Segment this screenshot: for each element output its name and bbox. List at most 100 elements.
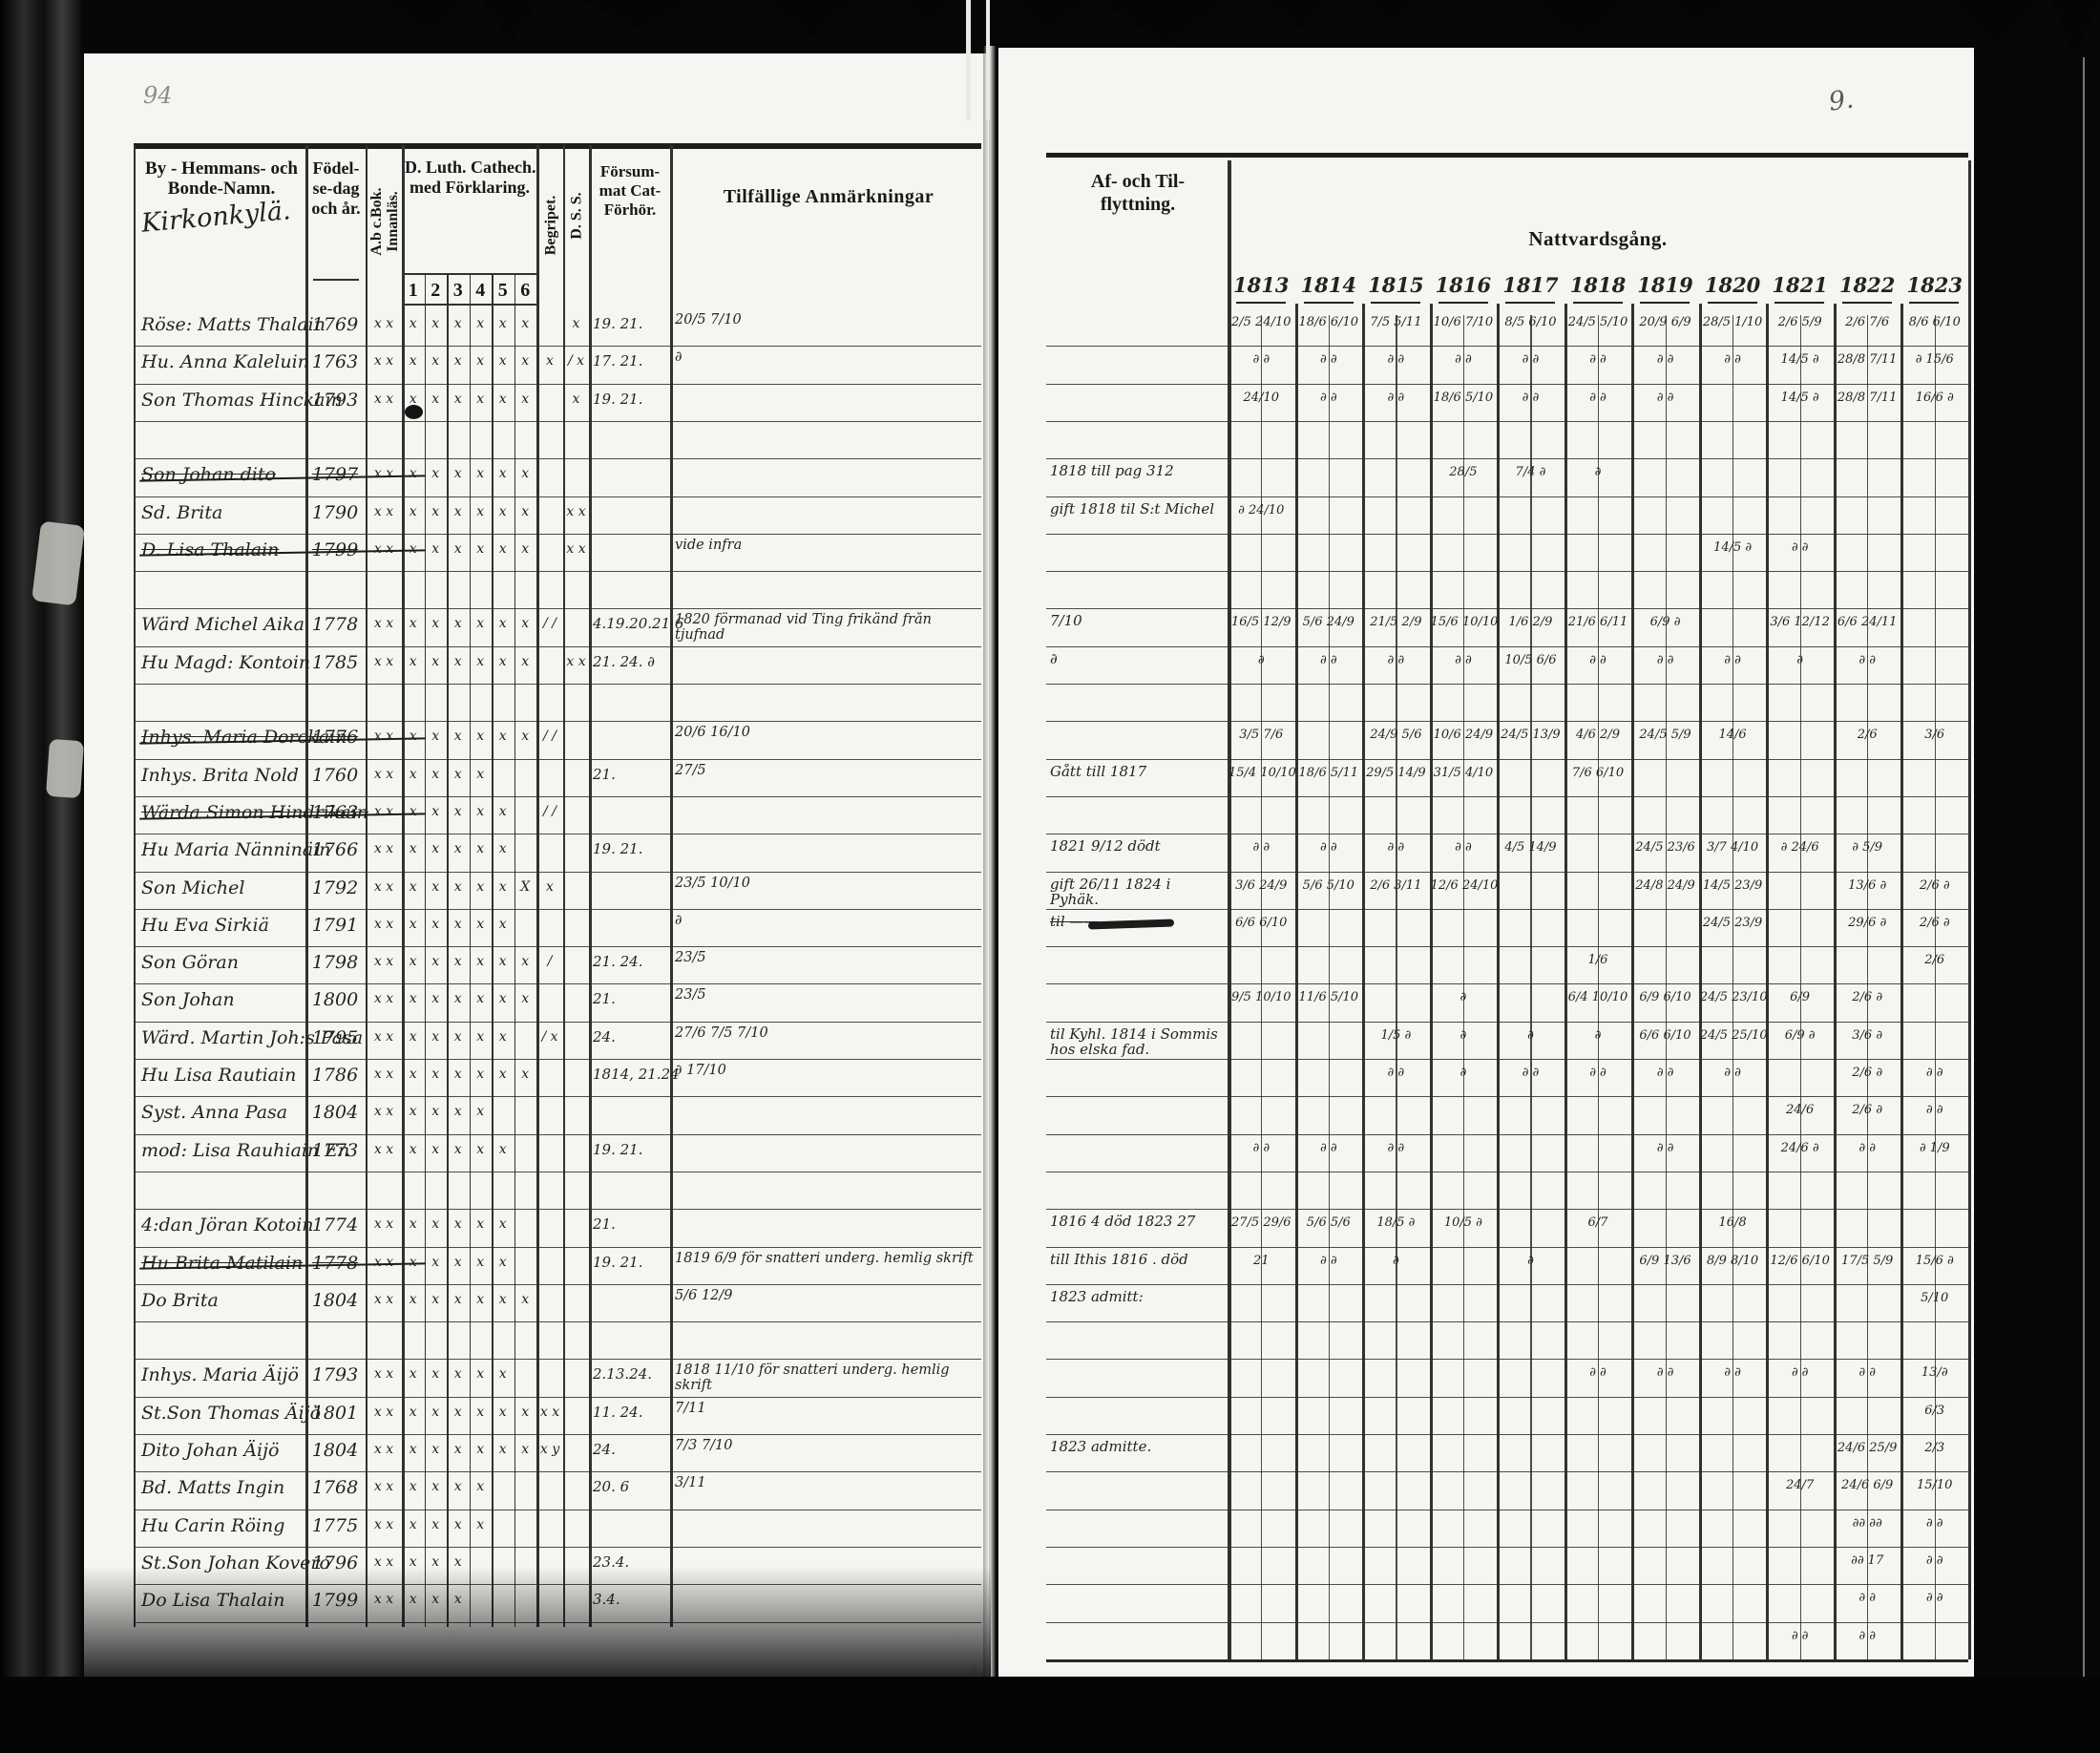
- remark-note: 1820 förmanad vid Ting frikänd från tjuf…: [675, 612, 932, 644]
- begripet-mark: / x: [541, 1028, 558, 1045]
- catechism-mark: x: [409, 1104, 417, 1120]
- torn-edge-piece: [1012, 0, 1088, 32]
- reading-marks: x x: [373, 954, 394, 970]
- reading-marks: x x: [373, 729, 394, 745]
- torn-edge-piece: [764, 0, 859, 38]
- catechism-mark: x: [453, 1404, 462, 1420]
- reading-marks: x x: [373, 540, 394, 557]
- grid-line: [134, 346, 981, 348]
- table-row: Do Brita 1804 x x x x x x x x 5/6 12/9 1823 admitt…: [0, 1284, 2100, 1321]
- catechism-mark: x: [453, 1141, 462, 1157]
- catechism-mark: x: [453, 1028, 462, 1045]
- communion-entry: ∂ ∂: [1252, 1140, 1270, 1155]
- catechism-mark: x: [453, 1216, 462, 1233]
- communion-entry: 20/9 6/9: [1639, 315, 1691, 329]
- catechism-mark: x: [498, 1216, 507, 1233]
- migration-note: Gått till 1817: [1050, 763, 1147, 779]
- catechism-mark: x: [521, 353, 530, 370]
- birth-year: 1804: [311, 1289, 359, 1311]
- table-row: Hu Eva Sirkiä 1791 x x x x x x x ∂ til —— 6/6 6/10…: [0, 909, 2100, 946]
- column-header-flyttning: Af- och Til- flyttning.: [1050, 170, 1226, 216]
- entry-name: Hu Lisa Rautiain: [141, 1065, 297, 1086]
- remark-note: ∂: [675, 912, 682, 928]
- reading-marks: x x: [373, 991, 394, 1007]
- catechism-mark: x: [409, 1404, 417, 1420]
- entry-name: mod: Lisa Rauhiain En: [141, 1139, 350, 1161]
- catechism-mark: x: [498, 540, 507, 557]
- communion-entry: 2/6: [1924, 953, 1945, 968]
- birth-header-line2: se-dag: [312, 179, 360, 198]
- catechism-mark: x: [498, 1404, 507, 1420]
- communion-entry: 18/6 5/11: [1298, 765, 1359, 780]
- column-header-birth: Födel- se-dag och år.: [307, 158, 365, 219]
- entry-name: St.Son Thomas Äijö: [141, 1402, 322, 1424]
- catechism-mark: x: [498, 916, 507, 932]
- grid-line: [134, 458, 981, 460]
- catechism-mark: x: [453, 1067, 462, 1082]
- birth-year: 1790: [311, 501, 359, 523]
- birth-year: 1768: [311, 1477, 359, 1499]
- catechism-mark: x: [431, 991, 440, 1007]
- catechism-mark: x: [431, 1254, 440, 1270]
- torn-edge-piece: [2050, 0, 2100, 59]
- catechism-number: 6: [520, 280, 531, 301]
- birth-year: 1791: [311, 914, 359, 936]
- grid-line: [536, 145, 539, 1627]
- catechism-mark: x: [498, 653, 507, 669]
- catechism-mark: x: [476, 466, 485, 482]
- communion-entry: 27/5 29/6: [1231, 1215, 1292, 1231]
- birth-year: 1769: [311, 314, 359, 335]
- communion-entry: ∂: [1460, 1066, 1467, 1080]
- catechism-mark: x: [431, 841, 440, 857]
- birth-year: 1763: [311, 801, 359, 823]
- communion-entry: ∂ ∂: [1589, 1365, 1606, 1381]
- catechism-mark: x: [409, 653, 417, 669]
- grid-line: [1046, 1321, 1968, 1323]
- entry-name: Dito Johan Äijö: [141, 1440, 280, 1461]
- reading-marks: x x: [373, 916, 394, 932]
- migration-note: til ——: [1050, 913, 1099, 929]
- grid-line: [1046, 871, 1968, 873]
- communion-entry: 24/5 5/9: [1639, 728, 1691, 743]
- catechism-mark: x: [453, 1104, 462, 1120]
- communion-entry: 29/6 ∂: [1848, 915, 1887, 930]
- grid-line: [134, 983, 981, 985]
- communion-entry: 2/5 24/10: [1231, 315, 1292, 329]
- entry-name: Do Brita: [141, 1289, 219, 1311]
- birth-year: 1773: [311, 1139, 359, 1161]
- communion-entry: ∂ ∂: [1656, 1140, 1674, 1155]
- forsummat-note: 19. 21.: [593, 1140, 643, 1158]
- grid-line: [1046, 1396, 1968, 1398]
- catechism-mark: x: [431, 878, 440, 895]
- flytt-header-line1: Af- och Til-: [1090, 171, 1186, 192]
- grid-line: [1564, 304, 1567, 1659]
- table-row: Wärd Michel Aika 1778 x x x x x x x x / /4.19.20.…: [0, 608, 2100, 645]
- catechism-mark: x: [453, 1442, 462, 1457]
- communion-entry: 24/5 5/10: [1567, 315, 1628, 329]
- grid-line: [402, 273, 536, 275]
- torn-edge-piece: [1260, 0, 1336, 29]
- communion-entry: 1/6: [1587, 953, 1608, 968]
- communion-entry: ∂ ∂: [1858, 652, 1876, 667]
- catechism-mark: x: [453, 878, 462, 895]
- binding-thread: [986, 0, 990, 120]
- communion-entry: ∂ ∂: [1522, 390, 1540, 405]
- table-row: Son Göran 1798 x x x x x x x x/21. 24. 23/5 1/6 2/6: [0, 946, 2100, 983]
- grid-line: [305, 145, 308, 1627]
- communion-entry: ∂ 15/6: [1915, 352, 1954, 368]
- communion-entry: 1/5 ∂: [1380, 1027, 1412, 1043]
- reading-marks: x x: [373, 1141, 394, 1157]
- catechism-mark: x: [476, 766, 485, 782]
- catechism-mark: x: [431, 1516, 440, 1532]
- catechism-mark: x: [409, 1479, 417, 1495]
- communion-entry: 6/9: [1790, 990, 1811, 1005]
- grid-line: [134, 1321, 981, 1323]
- communion-entry: 5/10: [1921, 1290, 1949, 1305]
- communion-entry: 21/5 2/9: [1370, 615, 1422, 630]
- catechism-mark: x: [409, 803, 417, 819]
- communion-entry: 3/6 ∂: [1852, 1027, 1883, 1043]
- communion-entry: 5/6 5/6: [1306, 1215, 1351, 1231]
- grid-line: [1046, 1283, 1968, 1285]
- table-row: Hu Brita Matilain 1778 x x x x x x x 19. 21. 1819…: [0, 1247, 2100, 1284]
